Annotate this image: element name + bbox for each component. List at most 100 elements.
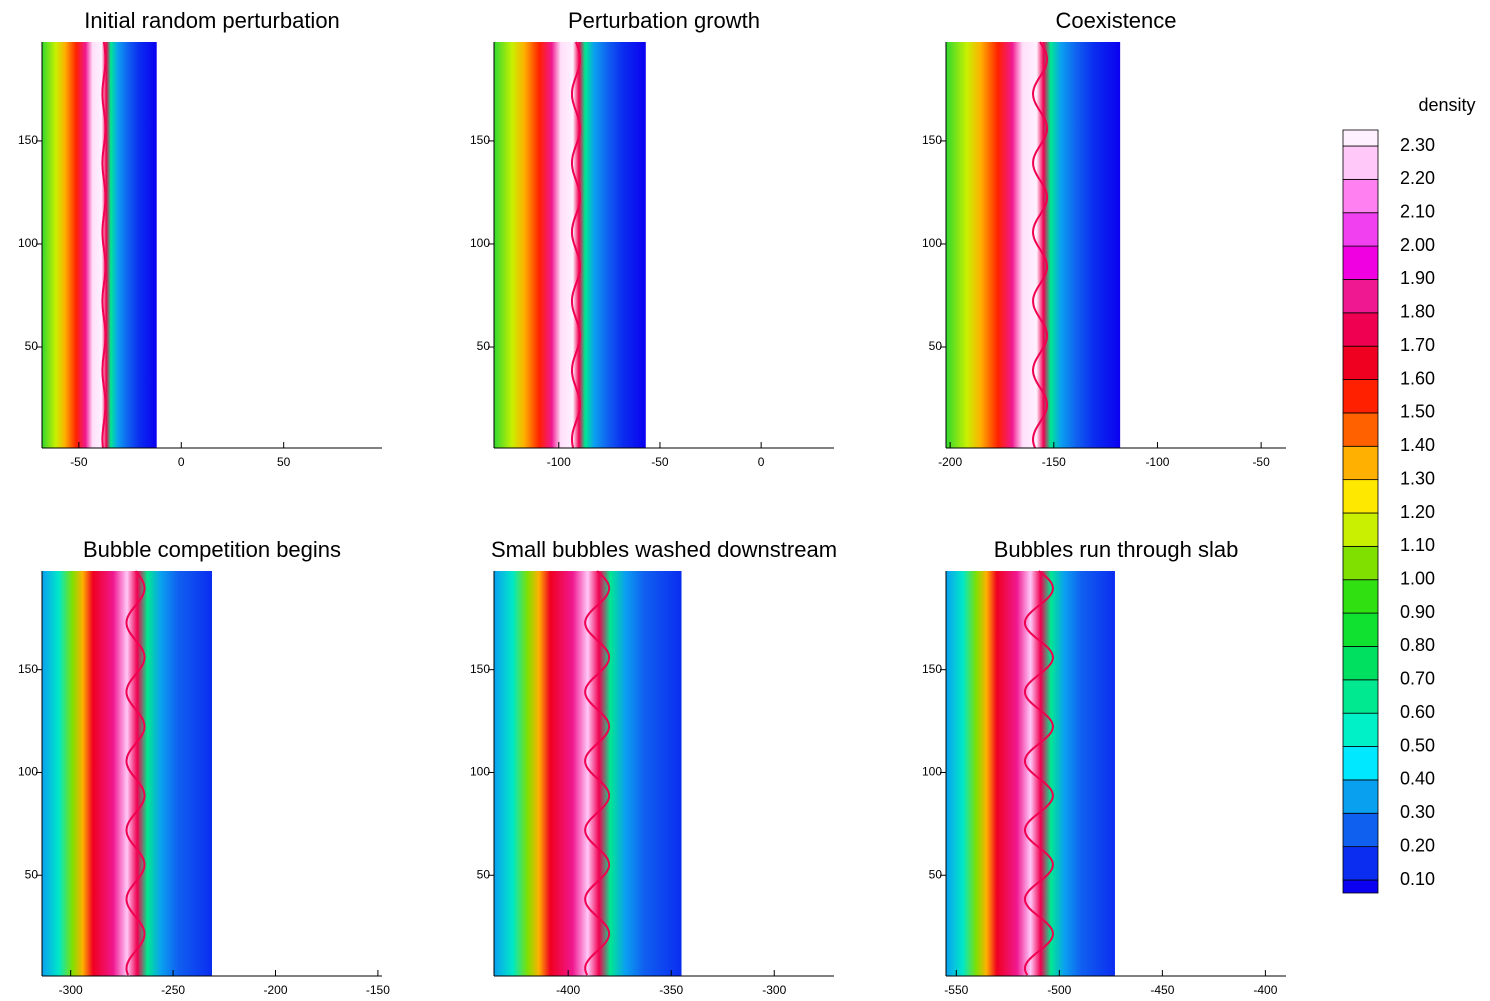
colorbar-band (1342, 379, 1379, 414)
colorbar-label: 1.60 (1400, 368, 1435, 388)
interface (584, 570, 611, 976)
y-tick-label: 50 (477, 867, 491, 881)
y-tick-label: 150 (470, 662, 490, 676)
colorbar-band (1342, 129, 1379, 147)
colorbar-label: 2.20 (1400, 168, 1435, 188)
panel-title: Coexistence (1055, 8, 1176, 33)
colorbar-label: 1.00 (1400, 568, 1435, 588)
colorbar-band (1342, 579, 1379, 614)
colorbar-label: 0.40 (1400, 769, 1435, 789)
x-tick-label: 0 (758, 455, 765, 469)
panel-title: Bubble competition begins (83, 537, 341, 562)
colorbar-band (1342, 245, 1379, 280)
panel-title: Small bubbles washed downstream (491, 537, 837, 562)
colorbar-label: 0.90 (1400, 602, 1435, 622)
y-tick-label: 100 (18, 236, 38, 250)
interface (1031, 41, 1048, 449)
x-tick-label: -500 (1047, 983, 1071, 997)
panel-title: Initial random perturbation (84, 8, 340, 33)
y-tick-label: 150 (18, 662, 38, 676)
y-tick-label: 50 (929, 339, 943, 353)
panel-title: Perturbation growth (568, 8, 760, 33)
colorbar-band (1342, 612, 1379, 647)
y-tick-label: 150 (18, 133, 38, 147)
colorbar-label: 1.30 (1400, 468, 1435, 488)
y-tick-label: 100 (18, 765, 38, 779)
y-tick-label: 150 (922, 662, 942, 676)
x-tick-label: 0 (178, 455, 185, 469)
x-tick-label: -50 (1252, 455, 1270, 469)
colorbar-band (1342, 145, 1379, 180)
colorbar-band (1342, 178, 1379, 214)
y-tick-label: 50 (25, 867, 39, 881)
x-tick-label: -300 (59, 983, 83, 997)
y-tick-label: 100 (470, 236, 490, 250)
x-tick-label: -150 (1042, 455, 1066, 469)
colorbar-label: 0.70 (1400, 669, 1435, 689)
x-tick-label: 50 (277, 455, 291, 469)
density-field (494, 571, 682, 976)
colorbar-label: 0.30 (1400, 802, 1435, 822)
colorbar-band (1342, 479, 1379, 514)
x-tick-label: -450 (1150, 983, 1174, 997)
colorbar-band (1342, 712, 1379, 747)
colorbar-label: 0.50 (1400, 735, 1435, 755)
y-tick-label: 150 (922, 133, 942, 147)
colorbar-band (1342, 512, 1379, 547)
colorbar-band (1342, 779, 1379, 814)
y-tick-label: 100 (922, 765, 942, 779)
y-tick-label: 50 (929, 867, 943, 881)
colorbar-label: 1.20 (1400, 502, 1435, 522)
y-tick-label: 50 (25, 339, 39, 353)
x-tick-label: -200 (263, 983, 287, 997)
y-tick-label: 50 (477, 339, 491, 353)
colorbar-band (1342, 212, 1379, 247)
colorbar-band (1342, 812, 1379, 848)
colorbar-label: 1.80 (1400, 302, 1435, 322)
colorbar-band (1342, 646, 1379, 681)
x-tick-label: -300 (762, 983, 786, 997)
x-tick-label: -250 (161, 983, 185, 997)
x-tick-label: -50 (70, 455, 88, 469)
colorbar-label: 0.60 (1400, 702, 1435, 722)
colorbar-label: 0.80 (1400, 635, 1435, 655)
y-tick-label: 100 (922, 236, 942, 250)
colorbar-band (1342, 445, 1379, 481)
x-tick-label: -350 (659, 983, 683, 997)
colorbar-band (1342, 545, 1379, 581)
colorbar-label: 1.40 (1400, 435, 1435, 455)
colorbar-band (1342, 412, 1379, 447)
x-tick-label: -400 (1253, 983, 1277, 997)
colorbar-band (1342, 879, 1379, 894)
density-field (946, 42, 1121, 448)
colorbar-title: density (1418, 95, 1475, 115)
interface (101, 41, 107, 449)
x-tick-label: -50 (651, 455, 669, 469)
colorbar-band (1342, 746, 1379, 781)
colorbar-label: 2.10 (1400, 201, 1435, 221)
y-tick-label: 150 (470, 133, 490, 147)
x-tick-label: -200 (938, 455, 962, 469)
interface (571, 41, 582, 449)
panel-title: Bubbles run through slab (994, 537, 1239, 562)
colorbar-label: 1.70 (1400, 335, 1435, 355)
density-field (42, 42, 157, 448)
colorbar-label: 1.10 (1400, 535, 1435, 555)
colorbar-label: 2.00 (1400, 235, 1435, 255)
interface (1023, 570, 1054, 976)
colorbar-label: 1.90 (1400, 268, 1435, 288)
colorbar-label: 0.20 (1400, 835, 1435, 855)
x-tick-label: -550 (944, 983, 968, 997)
colorbar-band (1342, 279, 1379, 314)
density-field (494, 42, 646, 448)
x-tick-label: -100 (1145, 455, 1169, 469)
colorbar-label: 2.30 (1400, 135, 1435, 155)
colorbar-band (1342, 846, 1379, 881)
x-tick-label: -100 (547, 455, 571, 469)
density-field (42, 571, 212, 976)
colorbar-band (1342, 345, 1379, 380)
x-tick-label: -400 (556, 983, 580, 997)
x-tick-label: -150 (366, 983, 390, 997)
colorbar-band (1342, 679, 1379, 714)
